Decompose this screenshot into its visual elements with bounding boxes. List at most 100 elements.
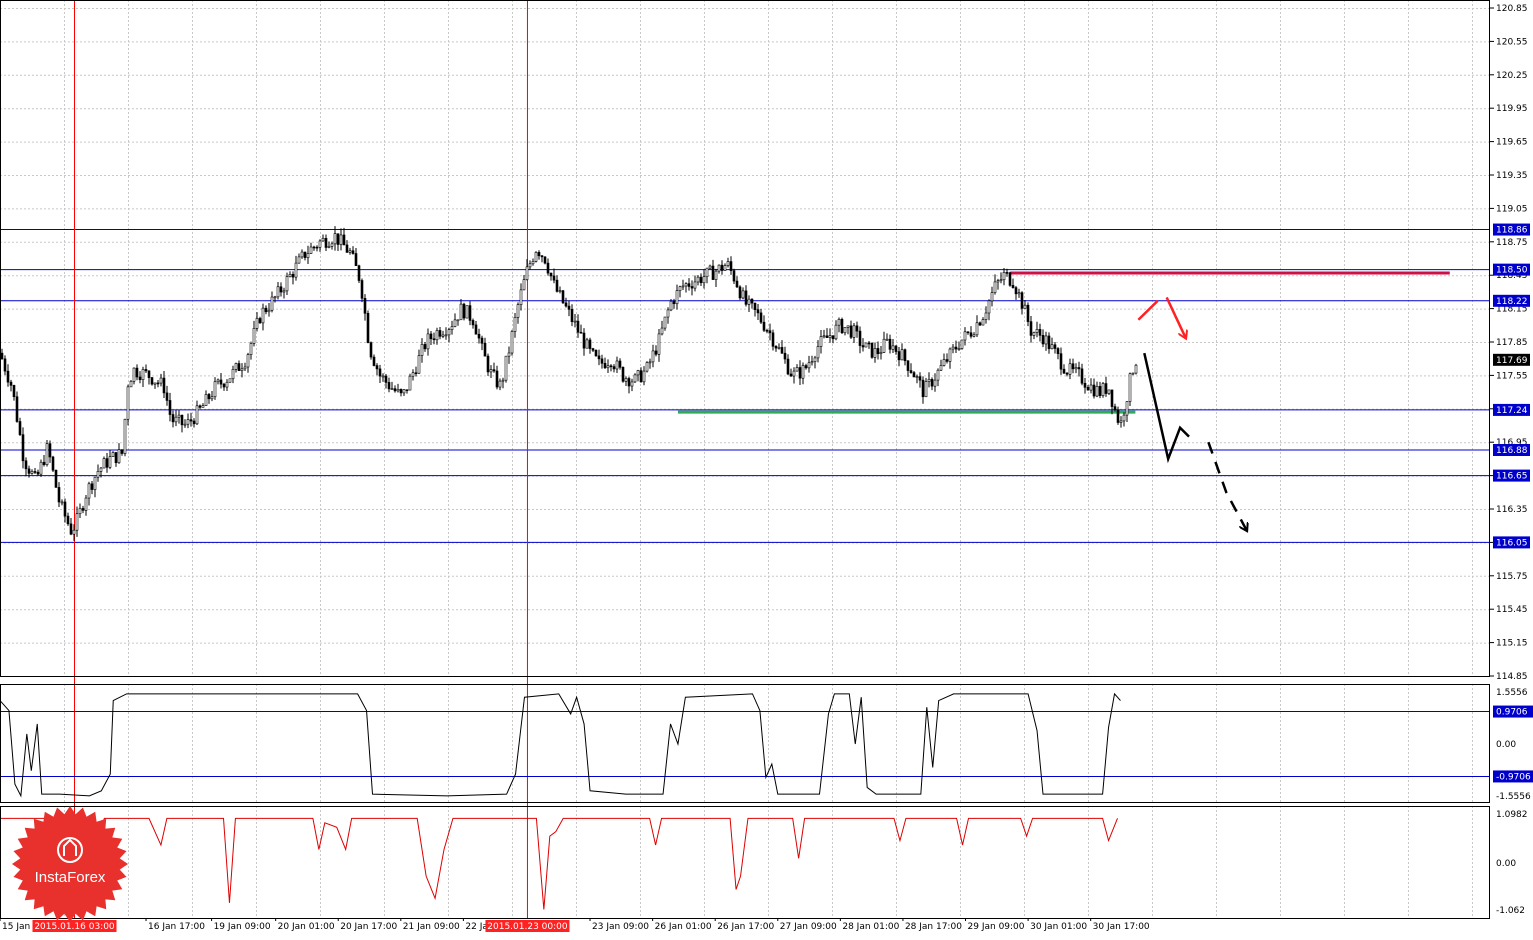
- osc1-tick-label: 0.00: [1496, 740, 1516, 750]
- candle-body: [729, 261, 733, 271]
- candle-body: [588, 339, 592, 349]
- y-tick-label: 118.45: [1496, 271, 1528, 281]
- candle-body: [342, 234, 346, 246]
- candle-body: [399, 388, 403, 394]
- candle-body: [9, 381, 13, 386]
- y-tick-label: 119.05: [1496, 204, 1528, 214]
- candle-body: [639, 370, 643, 383]
- candle-body: [63, 501, 67, 517]
- candle-body: [1038, 329, 1042, 336]
- candle-body: [135, 367, 139, 378]
- candle-body: [600, 358, 604, 364]
- candle-body: [1101, 383, 1105, 396]
- candle-body: [777, 347, 781, 349]
- candle-body: [711, 265, 715, 280]
- price-series: [0, 226, 1138, 541]
- osc2-tick-label: 1.0982: [1496, 810, 1528, 820]
- candle-body: [1125, 401, 1129, 416]
- candle-body: [201, 405, 205, 408]
- candle-body: [960, 339, 964, 349]
- x-tick-label: 20 Jan 17:00: [340, 922, 397, 932]
- candle-body: [1131, 372, 1135, 375]
- candle-body: [675, 290, 679, 305]
- candle-body: [480, 337, 484, 344]
- panel-frames: [0, 0, 1490, 919]
- candle-body: [843, 327, 847, 334]
- candle-body: [990, 292, 994, 302]
- candle-body: [378, 368, 382, 377]
- instaforex-logo: InstaForex: [12, 806, 128, 922]
- candle-body: [855, 325, 859, 332]
- candle-body: [411, 372, 415, 377]
- candle-body: [150, 377, 154, 385]
- grid: [0, 0, 1490, 918]
- candle-body: [927, 378, 931, 382]
- candle-body: [132, 367, 136, 382]
- y-tick-label: 120.25: [1496, 71, 1528, 81]
- candle-body: [891, 345, 895, 350]
- candle-body: [909, 370, 913, 373]
- candle-body: [1107, 389, 1111, 394]
- candle-body: [528, 263, 532, 268]
- candle-body: [726, 261, 730, 266]
- x-marker-label: 2015.01.16 03:00: [34, 922, 115, 932]
- candle-body: [624, 378, 628, 382]
- candle-body: [558, 290, 562, 292]
- candle-body: [984, 312, 988, 320]
- candle-body: [447, 329, 451, 336]
- candle-body: [762, 321, 766, 331]
- candle-body: [78, 508, 82, 515]
- level-label-box: [1493, 536, 1530, 549]
- candle-body: [894, 345, 898, 352]
- candle-body: [609, 365, 613, 368]
- candle-body: [1041, 335, 1045, 345]
- candle-body: [1110, 389, 1114, 407]
- candle-body: [645, 362, 649, 372]
- candle-body: [966, 331, 970, 334]
- candle-body: [372, 356, 376, 366]
- candle-body: [441, 334, 445, 337]
- candle-body: [603, 363, 607, 369]
- candle-body: [303, 251, 307, 258]
- candle-body: [1092, 384, 1096, 397]
- candle-body: [741, 290, 745, 299]
- candle-body: [840, 319, 844, 334]
- candle-body: [1089, 384, 1093, 391]
- candle-body: [306, 253, 310, 258]
- candle-body: [207, 394, 211, 400]
- candle-body: [507, 352, 511, 357]
- x-tick-label: 16 Jan 17:00: [148, 922, 205, 932]
- osc2-tick-label: -1.062: [1496, 906, 1525, 916]
- y-tick-label: 118.15: [1496, 305, 1528, 315]
- candle-body: [1122, 414, 1126, 422]
- candle-body: [732, 270, 736, 282]
- candle-body: [510, 331, 514, 354]
- candle-body: [54, 469, 58, 488]
- candle-body: [198, 405, 202, 408]
- candle-body: [111, 452, 115, 457]
- candle-body: [69, 523, 73, 535]
- logo-text: InstaForex: [35, 869, 106, 886]
- candle-body: [417, 355, 421, 374]
- candle-body: [759, 312, 763, 323]
- candle-body: [498, 380, 502, 388]
- candle-body: [492, 369, 496, 372]
- candle-body: [936, 369, 940, 381]
- candle-body: [369, 342, 373, 358]
- candle-body: [918, 376, 922, 381]
- candle-body: [870, 342, 874, 358]
- candle-body: [924, 381, 928, 398]
- level-label: 118.22: [1496, 297, 1528, 307]
- candle-body: [828, 335, 832, 338]
- candle-body: [141, 369, 145, 380]
- candle-body: [1065, 372, 1069, 375]
- candle-body: [519, 289, 523, 305]
- candle-body: [0, 352, 4, 360]
- level-label-box: [1493, 223, 1530, 236]
- candle-body: [549, 272, 553, 277]
- candle-body: [384, 375, 388, 383]
- candle-body: [801, 365, 805, 379]
- candle-body: [885, 338, 889, 341]
- forecast-arrow: [1165, 296, 1186, 338]
- candle-body: [249, 343, 253, 355]
